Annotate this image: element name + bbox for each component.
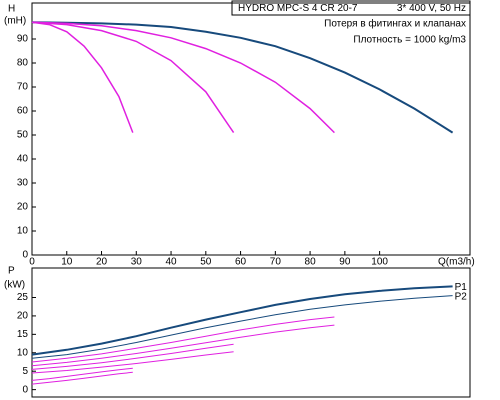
x-tick-label: 20: [96, 257, 108, 268]
line-series: [31, 285, 453, 356]
y-tick-label: 0: [22, 250, 28, 261]
y-tick-label: 60: [17, 106, 29, 117]
x-tick-label: 100: [371, 257, 388, 268]
annotation: Потеря в фитингах и клапанах: [324, 18, 466, 30]
x-tick-label: 40: [165, 257, 177, 268]
y-tick-label: 25: [17, 292, 29, 303]
y-tick-label: 40: [17, 154, 29, 165]
y-axis-unit: (mH): [4, 16, 26, 27]
chart-title: HYDRO MPC-S 4 CR 20-7: [238, 3, 358, 14]
line-series: [31, 343, 234, 370]
y-tick-label: 80: [17, 58, 29, 69]
y-tick-label: 20: [17, 202, 29, 213]
x-tick-label: 50: [200, 257, 212, 268]
line-series: [31, 21, 335, 134]
line-series: [31, 295, 453, 359]
plot-frame: [31, 2, 471, 256]
x-tick-label: 0: [29, 257, 35, 268]
y-tick-label: 5: [22, 366, 28, 377]
y-axis-label: H: [8, 4, 15, 15]
y-tick-label: 90: [17, 34, 29, 45]
y-tick-label: 0: [22, 384, 28, 395]
x-tick-label: 70: [270, 257, 282, 268]
y-axis-label: P: [8, 266, 15, 277]
line-series: [31, 324, 335, 367]
plot-frame: [31, 267, 471, 398]
x-tick-label: 90: [339, 257, 351, 268]
line-series: [31, 316, 335, 363]
line-series: [31, 367, 133, 381]
line-series: [31, 21, 134, 133]
y-axis-unit: (kW): [4, 280, 25, 291]
line-series: [31, 21, 235, 134]
x-axis-label: Q(m3/h): [438, 257, 475, 268]
x-tick-label: 30: [131, 257, 143, 268]
line-series: [31, 351, 234, 374]
line-series: [31, 371, 133, 385]
y-tick-label: 15: [17, 329, 29, 340]
x-tick-label: 80: [305, 257, 317, 268]
y-tick-label: 30: [17, 178, 29, 189]
y-tick-label: 20: [17, 311, 29, 322]
line-series: [31, 21, 454, 134]
y-tick-label: 10: [17, 226, 29, 237]
x-tick-label: 10: [61, 257, 73, 268]
chart-subtitle: 3* 400 V, 50 Hz: [397, 3, 466, 14]
series-label: P2: [455, 291, 468, 302]
y-tick-label: 50: [17, 130, 29, 141]
y-tick-label: 10: [17, 347, 29, 358]
series-label: P1: [455, 282, 468, 293]
x-tick-label: 60: [235, 257, 247, 268]
y-tick-label: 70: [17, 82, 29, 93]
annotation: Плотность = 1000 kg/m3: [353, 35, 466, 46]
